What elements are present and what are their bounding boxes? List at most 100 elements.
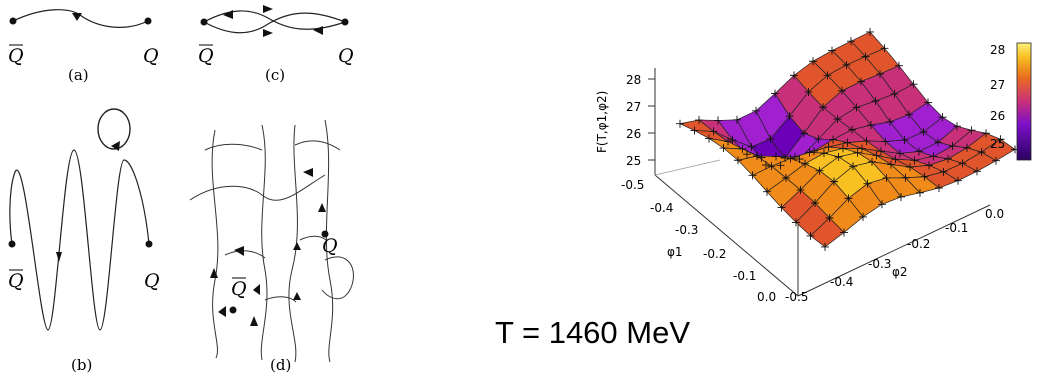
data-point-marker xyxy=(920,172,929,181)
data-point-marker xyxy=(719,144,728,153)
data-point-marker xyxy=(934,138,942,147)
string-line xyxy=(189,174,326,201)
data-point-marker xyxy=(886,117,894,126)
quark-label: Q xyxy=(143,45,159,67)
data-point-marker xyxy=(743,150,751,159)
data-point-marker xyxy=(857,77,865,86)
data-point-marker xyxy=(935,184,943,193)
arrow-icon xyxy=(210,268,218,278)
data-point-marker xyxy=(973,167,981,176)
string-line xyxy=(224,250,266,259)
z-tick-label: 26 xyxy=(626,127,641,141)
data-point-marker xyxy=(862,136,871,145)
data-point-marker xyxy=(728,135,737,144)
antiquark-label: Q xyxy=(8,45,24,67)
data-point-marker xyxy=(938,113,947,122)
z-ticks: 25 26 27 28 xyxy=(626,73,655,168)
y-tick-label: -0.3 xyxy=(868,257,891,271)
string-line xyxy=(321,256,354,300)
colorbar-tick-label: 27 xyxy=(990,78,1005,92)
y-tick-label: -0.2 xyxy=(907,237,930,251)
string-line xyxy=(204,143,263,151)
data-point-marker xyxy=(887,160,895,169)
data-point-marker xyxy=(786,154,795,163)
data-point-marker xyxy=(929,152,938,161)
arrow-icon xyxy=(263,29,273,37)
colorbar-tick-label: 25 xyxy=(990,137,1005,151)
colorbar-tick-label: 28 xyxy=(990,43,1005,57)
data-point-marker xyxy=(733,115,741,124)
arrow-icon xyxy=(293,242,301,250)
panel-label-b: (b) xyxy=(71,356,92,374)
data-point-marker xyxy=(782,173,790,182)
z-tick-label: 28 xyxy=(626,73,641,87)
data-point-marker xyxy=(809,57,817,66)
data-point-marker xyxy=(849,162,857,171)
data-point-marker xyxy=(762,161,770,170)
data-point-marker xyxy=(828,46,836,55)
x-tick-label: -0.2 xyxy=(703,247,726,261)
x-tick-label: -0.5 xyxy=(621,178,644,192)
data-point-marker xyxy=(820,149,828,158)
data-point-marker xyxy=(900,136,909,145)
y-tick-label: -0.5 xyxy=(785,290,808,304)
data-point-marker xyxy=(897,192,905,201)
string-line xyxy=(294,140,341,151)
x-axis xyxy=(654,174,799,297)
data-point-marker xyxy=(801,159,809,168)
data-point-marker xyxy=(982,129,990,138)
y-axis xyxy=(797,204,991,297)
string-line xyxy=(203,12,346,34)
data-point-marker xyxy=(796,185,805,194)
data-point-marker xyxy=(977,148,986,157)
data-point-marker xyxy=(814,135,823,144)
x-tick-label: 0.0 xyxy=(757,290,776,304)
data-point-marker xyxy=(881,137,890,146)
string-line xyxy=(260,124,268,361)
surface-plot: 25 26 27 28 F(T,φ1,φ2) -0.5 -0.4 -0.3 -0… xyxy=(595,27,1032,304)
y-tick-label: -0.1 xyxy=(945,221,968,235)
data-point-marker xyxy=(709,127,718,136)
panel-label-a: (a) xyxy=(68,66,89,84)
z-tick-label: 27 xyxy=(626,100,641,114)
data-point-marker xyxy=(830,177,838,186)
antiquark-dot xyxy=(8,240,16,248)
data-point-marker xyxy=(876,70,884,79)
string-line xyxy=(12,9,149,28)
data-point-marker xyxy=(800,129,808,138)
data-point-marker xyxy=(785,112,794,121)
data-point-marker xyxy=(747,142,756,151)
data-point-marker xyxy=(842,60,851,69)
data-point-marker xyxy=(916,188,924,197)
data-point-marker xyxy=(861,52,870,61)
data-point-marker xyxy=(880,44,889,53)
data-point-marker xyxy=(790,71,798,80)
data-point-marker xyxy=(833,115,842,124)
colorbar-ticks: 28 27 26 25 xyxy=(990,43,1005,151)
data-point-marker xyxy=(771,89,779,98)
arrow-icon xyxy=(263,5,273,13)
data-point-marker xyxy=(871,97,880,106)
diagram-b: Q Q (b) xyxy=(8,108,160,374)
data-point-marker xyxy=(767,162,776,171)
data-point-marker xyxy=(996,135,1005,144)
data-point-marker xyxy=(919,128,928,137)
data-point-marker xyxy=(695,116,703,125)
data-point-marker xyxy=(890,89,899,98)
arrow-icon xyxy=(72,13,82,21)
arrow-icon xyxy=(56,252,62,262)
arrow-icon xyxy=(218,306,226,317)
data-point-marker xyxy=(877,147,885,156)
data-point-marker xyxy=(905,110,913,119)
data-point-marker xyxy=(805,148,814,157)
x-ticks: -0.5 -0.4 -0.3 -0.2 -0.1 0.0 xyxy=(621,178,776,304)
back-left-edge xyxy=(654,159,721,176)
data-point-marker xyxy=(895,61,903,70)
x-axis-title: φ1 xyxy=(667,245,683,259)
data-point-marker xyxy=(859,212,867,221)
data-point-marker xyxy=(819,103,827,112)
antiquark-label: Q xyxy=(231,278,247,300)
diagram-d: Q Q (d) xyxy=(189,119,354,374)
data-point-marker xyxy=(882,173,891,182)
